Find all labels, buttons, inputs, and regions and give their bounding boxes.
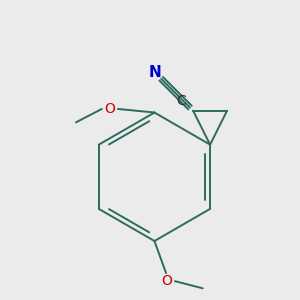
- Text: O: O: [161, 274, 172, 288]
- Text: O: O: [104, 102, 115, 116]
- Text: C: C: [176, 94, 186, 108]
- Text: N: N: [148, 65, 161, 80]
